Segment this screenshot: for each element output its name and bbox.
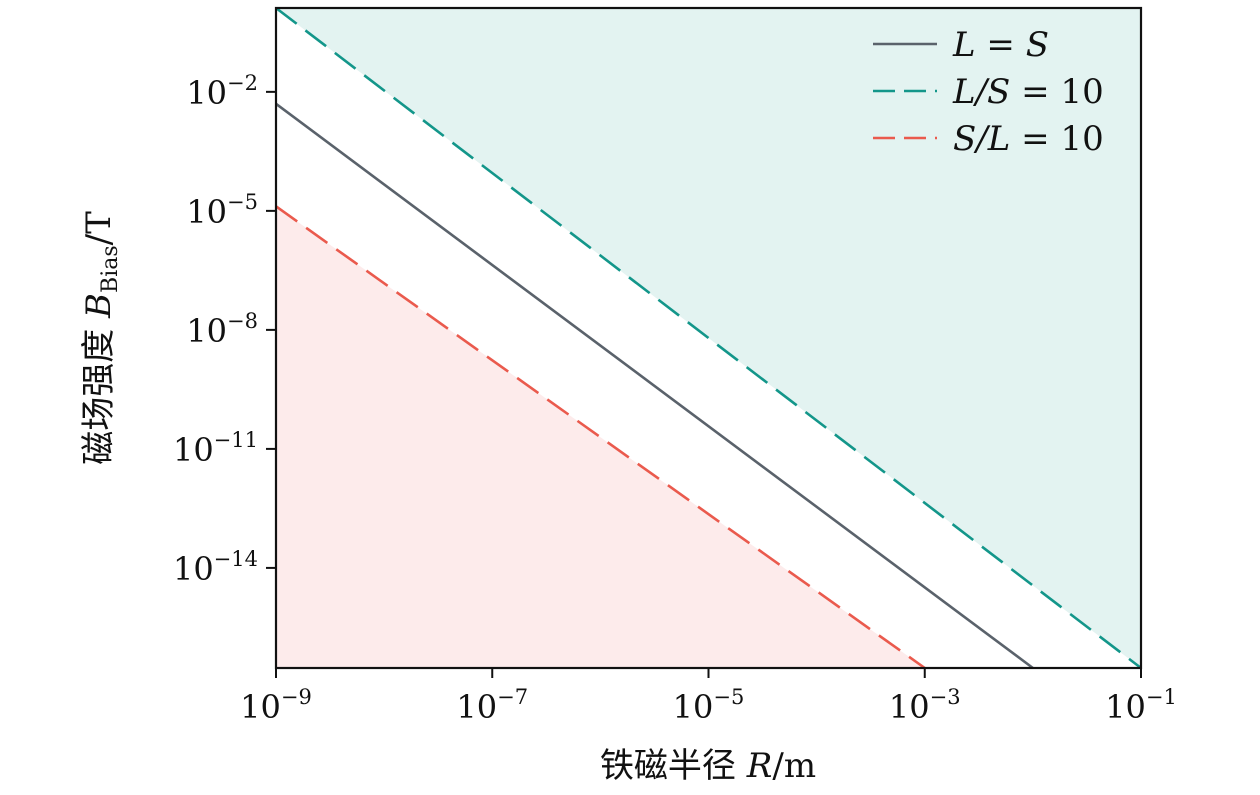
y-tick-label: 10−8: [186, 309, 258, 350]
x-tick-label: 10−9: [240, 685, 312, 726]
x-tick-label: 10−3: [889, 685, 961, 726]
legend-label: L/S = 10: [952, 72, 1104, 112]
x-tick-label: 10−5: [673, 685, 745, 726]
line-l-equals-s: [275, 102, 1034, 670]
legend-label: S/L = 10: [953, 119, 1104, 159]
x-tick-label: 10−7: [456, 685, 528, 726]
y-tick-label: 10−14: [173, 547, 258, 588]
legend-label: L = S: [952, 25, 1049, 65]
series-lines: [275, 6, 1142, 670]
y-axis-title: 磁场强度 BBias/T: [79, 211, 123, 465]
y-tick-label: 10−2: [186, 71, 258, 112]
y-tick-label: 10−11: [173, 428, 258, 469]
line-l-over-s-10: [275, 6, 1142, 670]
x-axis-ticks: 10−9 10−7 10−5 10−3 10−1: [240, 668, 1177, 726]
legend: L = S L/S = 10 S/L = 10: [873, 25, 1104, 159]
y-axis-ticks: 10−2 10−5 10−8 10−11 10−14: [173, 71, 276, 588]
line-s-over-l-10: [275, 205, 926, 670]
y-tick-label: 10−5: [186, 190, 258, 231]
x-axis-title: 铁磁半径 R/m: [600, 746, 816, 786]
x-tick-label: 10−1: [1105, 685, 1177, 726]
